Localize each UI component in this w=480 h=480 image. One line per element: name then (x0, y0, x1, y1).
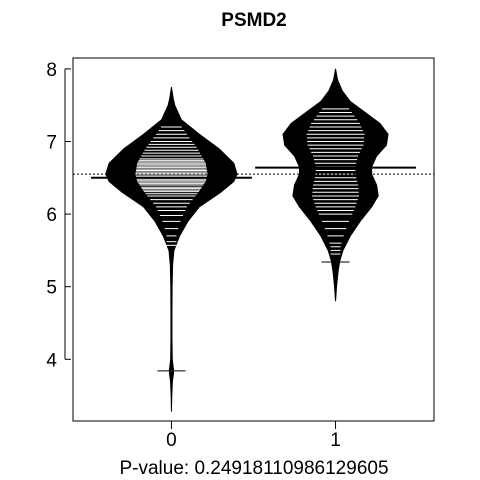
mean-lines (91, 166, 416, 179)
y-tick-label: 6 (46, 205, 57, 226)
y-axis: 4 5 6 7 8 (46, 60, 71, 371)
x-tick-label-0: 0 (166, 430, 177, 451)
chart-title: PSMD2 (221, 10, 286, 31)
y-tick-label: 5 (46, 278, 57, 299)
y-tick-label: 8 (46, 60, 57, 81)
x-axis-caption: P-value: 0.24918110986129605 (119, 458, 388, 479)
y-tick-label: 4 (46, 350, 57, 371)
bean-group (105, 68, 389, 412)
x-tick-label-1: 1 (330, 430, 341, 451)
y-tick-label: 7 (46, 132, 57, 153)
plot-frame (72, 57, 435, 422)
bean-0 (105, 86, 238, 412)
